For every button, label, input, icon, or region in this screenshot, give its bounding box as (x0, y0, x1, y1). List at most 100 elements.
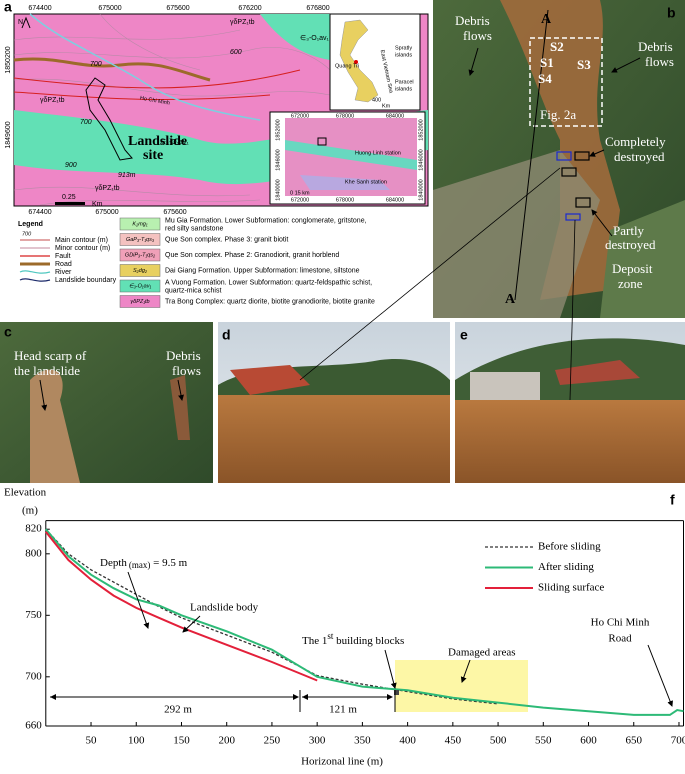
label: flows (172, 363, 201, 378)
x-tick-label: 50 (86, 735, 98, 747)
arrow (468, 47, 479, 76)
label: 684000 (386, 113, 404, 119)
x-tick-label: 600 (580, 735, 597, 747)
label: 0 15 km (290, 190, 310, 196)
annotation-part: = 9.5 m (150, 557, 187, 569)
label: Debris (638, 39, 673, 54)
connector (299, 167, 561, 381)
label: 678000 (336, 113, 354, 119)
annotation: Ho Chi Minh (591, 617, 650, 629)
x-tick-label: 500 (490, 735, 507, 747)
label: 675600 (166, 5, 189, 12)
label: S2 (550, 39, 564, 54)
label: 913m (118, 172, 136, 179)
label: 1840000 (418, 179, 424, 200)
annotation: Depth (max) = 9.5 m (100, 557, 188, 571)
arrow (177, 379, 184, 401)
label: River (55, 269, 72, 276)
y-tick-label: 700 (25, 670, 42, 682)
arrow (589, 149, 605, 157)
annotation: Damaged areas (448, 647, 516, 659)
label: K₂mg₁ (132, 221, 147, 227)
x-tick-label: 100 (128, 735, 145, 747)
label: Landslide boundary (55, 277, 117, 284)
label: Fault (55, 253, 71, 260)
label: GaP₃-T₁qs₃ (126, 237, 155, 243)
label: Km (92, 201, 103, 208)
arrow (39, 379, 48, 411)
building-boxes (556, 151, 591, 221)
label: S₂dg₂ (133, 268, 148, 274)
x-tick-label: 350 (354, 735, 371, 747)
label: 674400 (28, 5, 51, 12)
label: flows (463, 28, 492, 43)
annotation-part: building blocks (333, 635, 404, 647)
arrow (647, 644, 673, 707)
y-tick-label: 800 (25, 547, 42, 559)
label: 1850200 (5, 46, 12, 73)
label: 676200 (238, 5, 261, 12)
label: γδPZ₁tb (130, 299, 149, 305)
village (433, 150, 600, 318)
label: Debris (455, 13, 490, 28)
panel-d (218, 322, 450, 483)
x-tick-label: 400 (399, 735, 416, 747)
label: Partly (613, 223, 645, 238)
y-tick-label: 820 (25, 523, 42, 535)
arrow (384, 649, 397, 689)
y-title: (m) (22, 505, 38, 517)
label: Dai Giang Formation. Upper Subformation:… (165, 267, 360, 274)
label: 900 (65, 162, 77, 169)
annotation: Landslide body (190, 602, 259, 614)
label: 1852000 (418, 119, 424, 140)
label: Que Son complex. Phase 2: Granodiorit, g… (165, 252, 339, 259)
label: ∈₃-O₁av₁ (160, 139, 189, 146)
label: N (18, 19, 23, 26)
annotation: Road (608, 633, 632, 645)
legend-label: Sliding surface (538, 582, 604, 594)
geology-band (300, 175, 390, 190)
section-line (514, 9, 549, 301)
site-box (317, 137, 327, 146)
panel-c (0, 322, 213, 483)
panel-a (13, 13, 429, 282)
label: quartz-mica schist (165, 287, 221, 294)
arrow (127, 571, 150, 629)
label: 675600 (163, 209, 186, 216)
label: Paracel (395, 79, 414, 85)
label: Que Son complex. Phase 3: granit biotit (165, 236, 288, 243)
label: Fig. 2a (540, 107, 576, 122)
roof (555, 360, 640, 385)
x-tick-label: 250 (264, 735, 281, 747)
geology-band (285, 140, 417, 170)
panel-f: 660 700 750 800 820 50 100 150 200 250 300 350 400 45… (4, 487, 685, 768)
label: S1 (540, 55, 554, 70)
label: 600 (230, 49, 242, 56)
label: zone (618, 276, 643, 291)
label: γδPZ₁tb (230, 19, 255, 26)
label: 684000 (386, 197, 404, 203)
soil (218, 395, 450, 483)
debris-flow (170, 375, 190, 440)
x-tick-label: 650 (626, 735, 643, 747)
field (600, 200, 685, 318)
label: Km (382, 103, 391, 109)
label: Spratly (395, 45, 412, 51)
label: 676800 (306, 5, 329, 12)
label: S4 (538, 71, 552, 86)
label: 672000 (291, 197, 309, 203)
label: Deposit (612, 261, 653, 276)
label: flows (645, 54, 674, 69)
x-tick-label: 550 (535, 735, 552, 747)
scale-bar (55, 202, 85, 205)
label: 672000 (291, 113, 309, 119)
label: red silty sandstone (165, 225, 223, 232)
annotation: 292 m (164, 704, 192, 716)
x-tick-label: 700 (671, 735, 685, 747)
vietnam-shape (339, 19, 379, 103)
label: Ho Chi Minh (139, 95, 170, 106)
label: Completely (605, 134, 666, 149)
label: the landslide (14, 363, 80, 378)
label: Minor contour (m) (55, 245, 110, 252)
soil (455, 400, 685, 483)
